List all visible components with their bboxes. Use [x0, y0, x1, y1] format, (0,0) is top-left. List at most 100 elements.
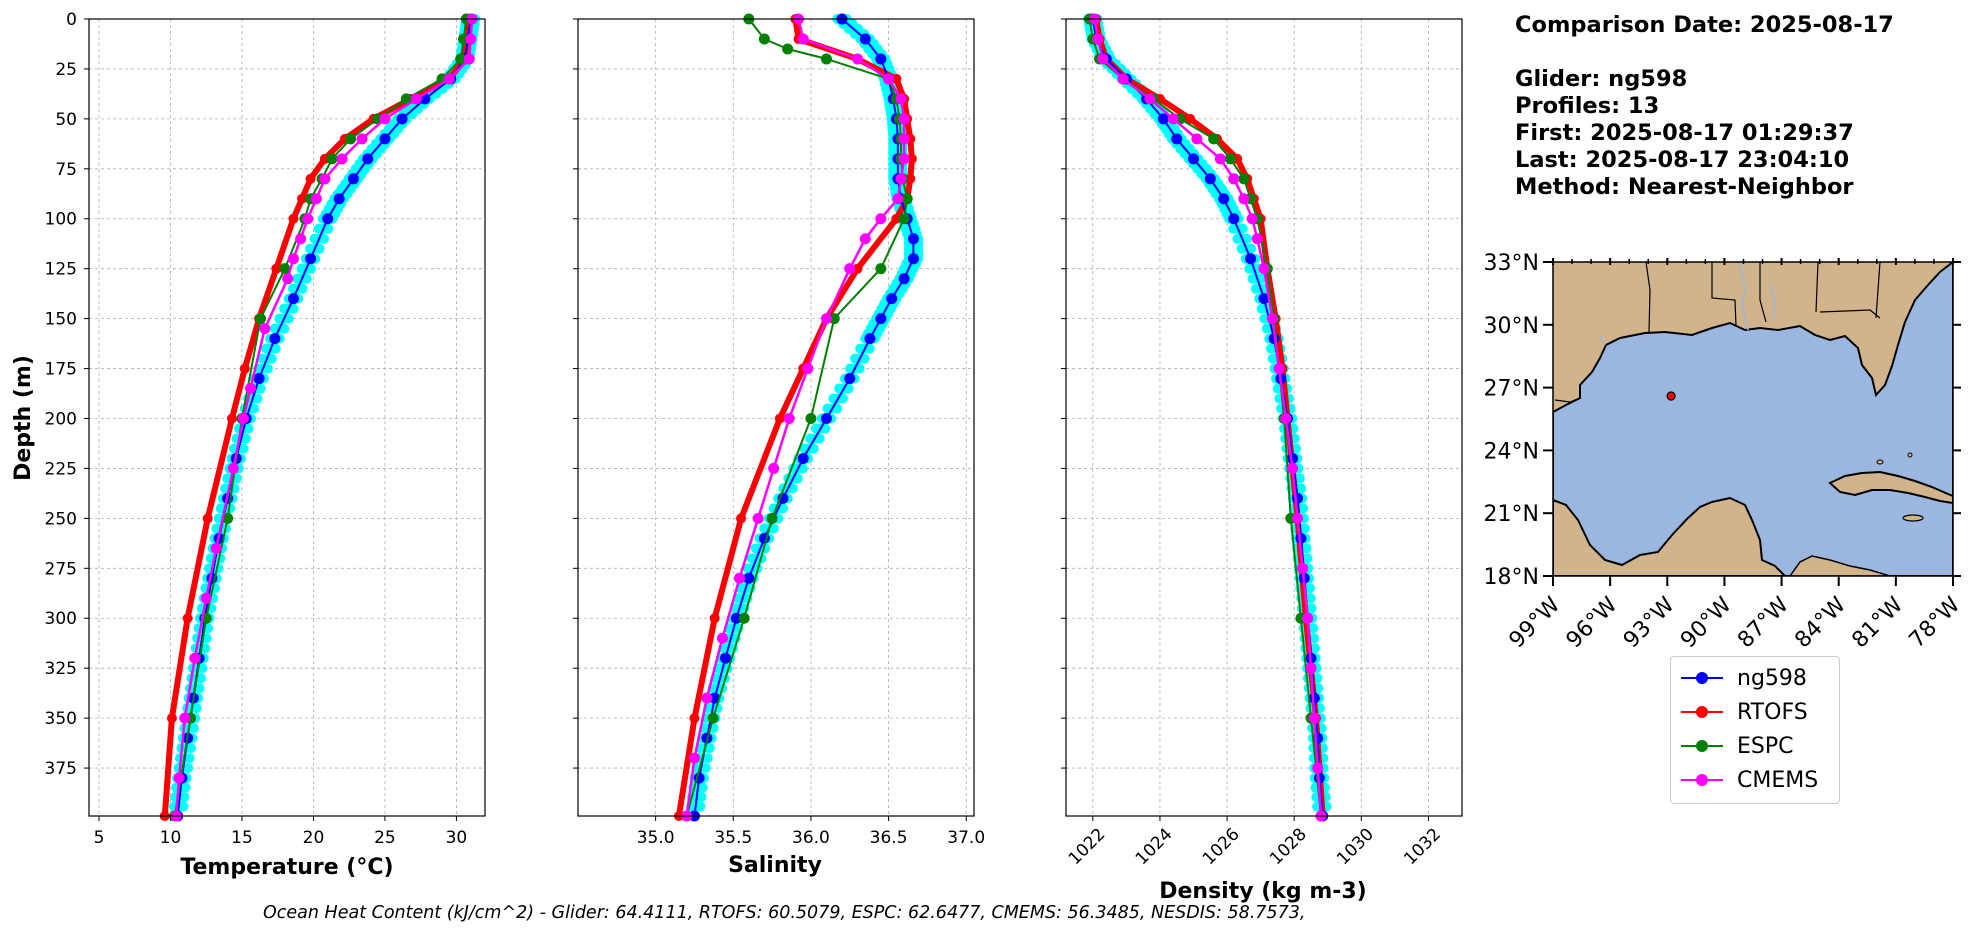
- series-point-cmems: [463, 53, 475, 65]
- series-point-espc: [1208, 133, 1220, 145]
- gulf-map: 99°W96°W93°W90°W87°W84°W81°W78°W 33°N 30°N…: [1484, 251, 1966, 653]
- map-lon-label: 81°W: [1847, 592, 1908, 653]
- series-point-espc: [782, 43, 794, 55]
- glider-point: [297, 283, 308, 294]
- map-yucatan: [1553, 496, 1787, 576]
- map-lat-label: 18°N: [1484, 565, 1539, 590]
- y-tick-label: 100: [45, 210, 77, 230]
- series-point-espc: [1238, 173, 1250, 185]
- map-lat-label: 21°N: [1484, 502, 1539, 527]
- glider-point: [318, 233, 329, 244]
- series-point-cmems: [302, 213, 314, 225]
- series-point-rtofs: [182, 613, 193, 624]
- series-point-cmems: [179, 712, 191, 724]
- series-point-cmems: [336, 153, 348, 165]
- glider-point: [323, 223, 334, 234]
- series-point-rtofs: [288, 213, 299, 224]
- map-island: [1876, 459, 1884, 465]
- series-point-cmems: [443, 73, 455, 85]
- temperature-xlabel: Temperature (°C): [180, 855, 393, 880]
- series-point-cmems: [189, 652, 201, 664]
- density-grid: [1066, 18, 1462, 816]
- series-point-cmems: [210, 542, 222, 554]
- map-cuba: [1828, 470, 1953, 505]
- series-point-cmems: [1287, 462, 1299, 474]
- series-point-cmems: [1246, 213, 1258, 225]
- glider-point: [188, 723, 199, 734]
- series-point-cmems: [1280, 412, 1292, 424]
- series-point-rtofs: [891, 73, 902, 84]
- series-point-cmems: [1214, 153, 1226, 165]
- legend-label: RTOFS: [1737, 699, 1808, 725]
- series-point-cmems: [1191, 133, 1203, 145]
- series-point-ng598: [1258, 293, 1270, 305]
- series-point-espc: [828, 313, 840, 325]
- glider-point: [1237, 223, 1248, 234]
- x-tick-label: 1028: [1266, 824, 1311, 869]
- map-lat-label: 27°N: [1484, 377, 1539, 402]
- glider-point: [288, 303, 299, 314]
- series-point-cmems: [173, 772, 185, 784]
- series-point-rtofs: [689, 713, 700, 724]
- series-point-cmems: [895, 93, 907, 105]
- x-tick-label: 1026: [1199, 824, 1244, 869]
- glider-point: [194, 683, 205, 694]
- series-point-cmems: [1308, 712, 1320, 724]
- y-tick-label: 200: [45, 409, 77, 429]
- map-lat-label: 33°N: [1484, 251, 1539, 276]
- series-point-rtofs: [202, 513, 213, 524]
- map-ocean: [1553, 262, 1953, 576]
- series-point-cmems: [1273, 363, 1285, 375]
- x-tick-label: 36.0: [792, 828, 830, 848]
- series-point-ng598: [333, 193, 345, 205]
- series-point-cmems: [752, 512, 764, 524]
- glider-point: [700, 763, 711, 774]
- series-point-cmems: [1144, 93, 1156, 105]
- x-tick-label: 15: [231, 828, 253, 848]
- series-point-cmems: [1292, 512, 1304, 524]
- series-line-cmems: [174, 18, 474, 817]
- salinity-panel: 35.0 35.5 36.0 36.5 37.0 Salinity: [573, 13, 985, 878]
- series-point-cmems: [356, 133, 368, 145]
- series-point-ng598: [305, 253, 317, 265]
- map-rivers: [1599, 262, 1776, 346]
- x-tick-label: 35.5: [714, 828, 752, 848]
- glider-point: [1309, 643, 1320, 654]
- series-point-espc: [707, 712, 719, 724]
- series-point-ng598: [1218, 193, 1230, 205]
- map-frame: [1552, 261, 1954, 577]
- series-point-rtofs: [305, 173, 316, 184]
- series-point-cmems: [1297, 562, 1309, 574]
- glider-point: [1306, 603, 1317, 614]
- series-point-cmems: [319, 173, 331, 185]
- glider-point: [252, 393, 263, 404]
- map-island: [1907, 452, 1913, 458]
- glider-point: [704, 743, 715, 754]
- glider-position-marker: [1666, 391, 1676, 401]
- series-point-ng598: [1188, 153, 1200, 165]
- y-tick-label: 300: [45, 609, 77, 629]
- series-line-ng598: [693, 18, 915, 817]
- series-point-cmems: [1266, 313, 1278, 325]
- glider-point: [241, 433, 252, 444]
- glider-point: [184, 753, 195, 764]
- series-point-ng598: [347, 173, 359, 185]
- salinity-ticks: 35.0 35.5 36.0 36.5 37.0: [573, 18, 985, 848]
- glider-name: Glider: ng598: [1515, 66, 1688, 92]
- series-point-ng598: [720, 652, 732, 664]
- y-tick-label: 75: [55, 160, 77, 180]
- series-point-cmems: [1228, 173, 1240, 185]
- series-point-rtofs: [891, 213, 902, 224]
- series-point-ng598: [1292, 492, 1304, 504]
- glider-point: [195, 673, 206, 684]
- series-point-ng598: [1245, 253, 1257, 265]
- series-line-rtofs: [161, 18, 471, 817]
- series-point-rtofs: [271, 263, 282, 274]
- salinity-xlabel: Salinity: [728, 853, 822, 878]
- glider-point: [279, 323, 290, 334]
- series-point-rtofs: [852, 263, 863, 274]
- map-lon-label: 90°W: [1676, 592, 1737, 653]
- series-point-rtofs: [297, 193, 308, 204]
- series-point-cmems: [1238, 193, 1250, 205]
- map-lon-label: 99°W: [1505, 592, 1566, 653]
